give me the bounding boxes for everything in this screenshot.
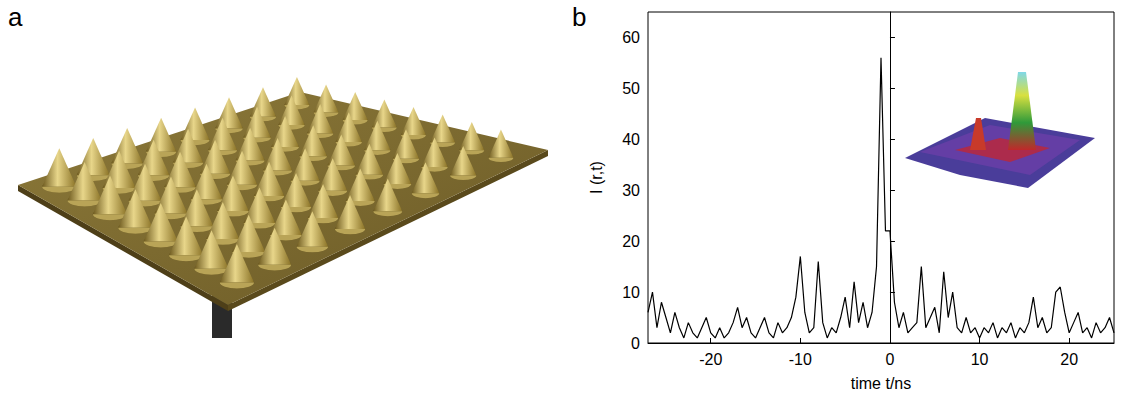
svg-text:-10: -10 [789, 351, 812, 368]
html-text:b: b [572, 2, 587, 32]
svg-text:40: 40 [622, 131, 640, 148]
svg-text:50: 50 [622, 80, 640, 97]
svg-text:20: 20 [622, 233, 640, 250]
svg-text:-20: -20 [699, 351, 722, 368]
svg-text:0: 0 [631, 335, 640, 352]
svg-text:0: 0 [886, 351, 895, 368]
svg-text:I (r,t): I (r,t) [588, 161, 605, 194]
svg-text:10: 10 [971, 351, 989, 368]
svg-text:30: 30 [622, 182, 640, 199]
svg-text:time t/ns: time t/ns [851, 375, 911, 392]
html-text:a: a [8, 2, 23, 32]
svg-text:10: 10 [622, 284, 640, 301]
svg-text:20: 20 [1060, 351, 1078, 368]
svg-text:60: 60 [622, 29, 640, 46]
